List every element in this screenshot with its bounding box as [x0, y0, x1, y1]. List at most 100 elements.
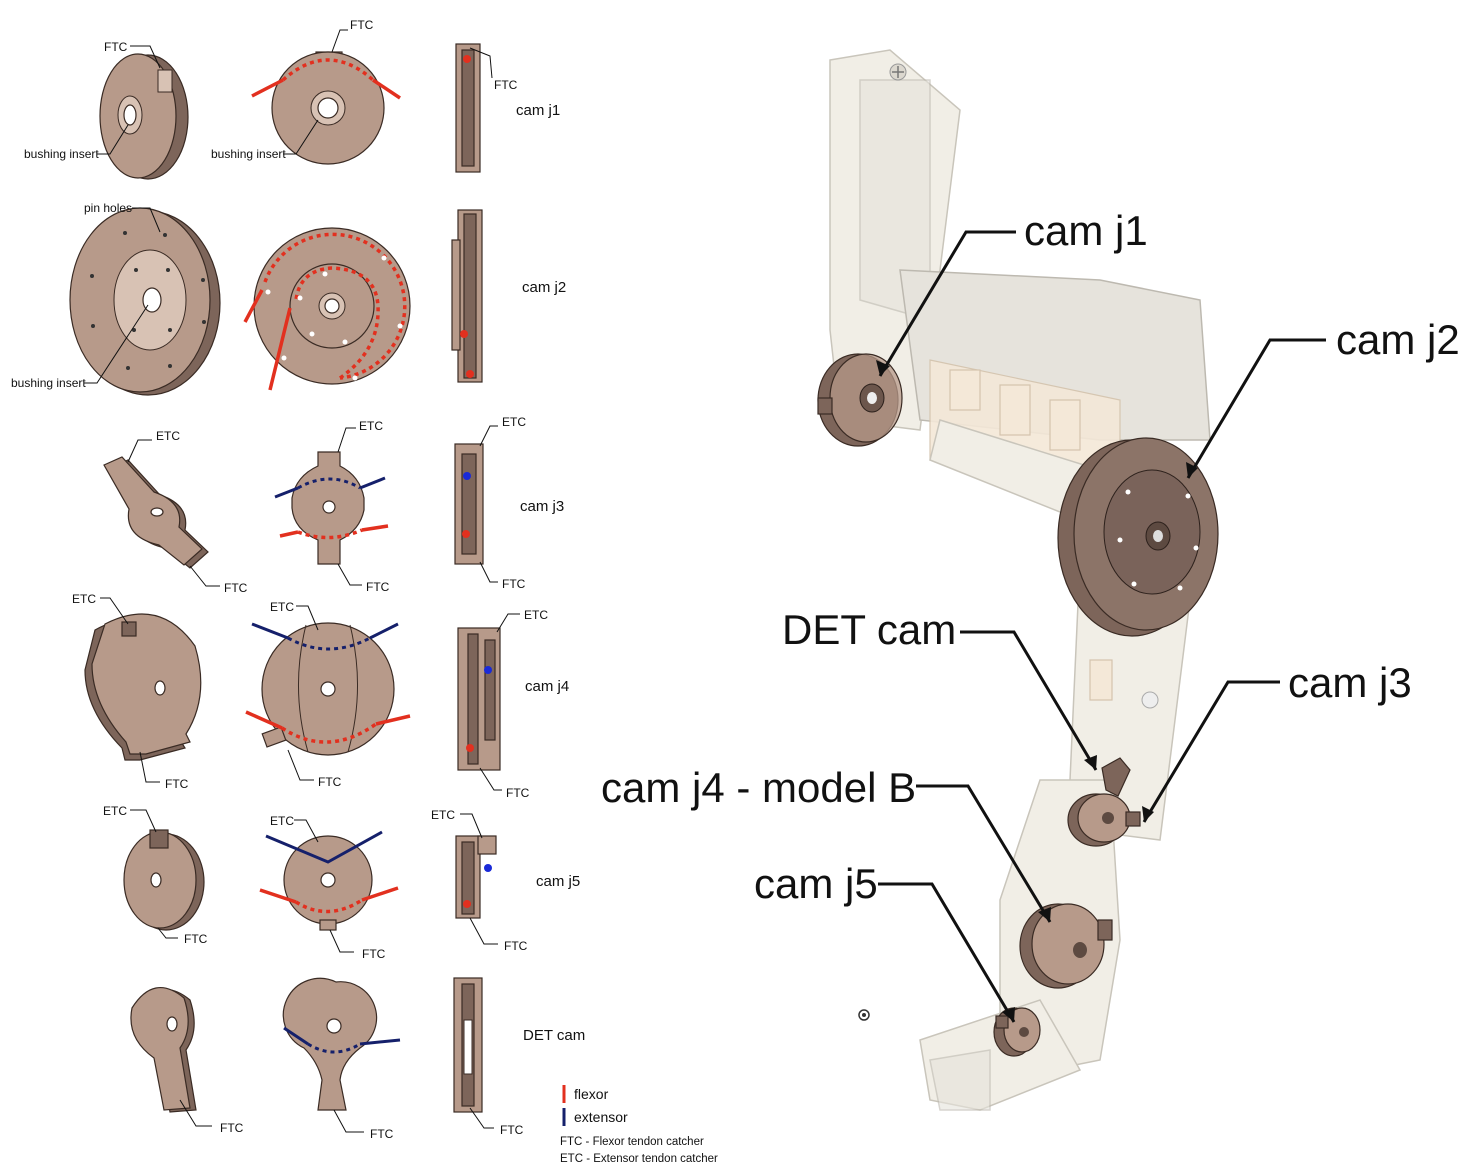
flexor-path-j2-outer	[263, 232, 407, 380]
legend: flexor extensor FTC - Flexor tendon catc…	[560, 1085, 718, 1165]
row-cam-j1: FTC bushing insert FTC bushing insert	[24, 18, 560, 180]
lead-cam-j4	[916, 784, 1052, 923]
label-ftc-det-c: FTC	[500, 1123, 524, 1137]
row-title-cam-j4: cam j4	[525, 678, 569, 695]
lead-cam-j3	[1142, 680, 1280, 823]
cam-j2-side	[451, 209, 483, 383]
lead-ftc-det-b	[333, 1109, 364, 1133]
lead-etc-j3-a	[127, 439, 152, 463]
flexor-tail-j5-left	[259, 888, 297, 904]
lead-etc-j3-b	[337, 427, 356, 453]
flexor-tail-j1-left	[251, 78, 284, 98]
cam-j4-front	[245, 622, 411, 756]
lead-ftc-det-c	[469, 1107, 494, 1129]
lead-ftc-j5-b	[329, 929, 354, 953]
row-title-det-cam: DET cam	[523, 1027, 585, 1044]
row-title-cam-j1: cam j1	[516, 102, 560, 119]
extensor-tail-j4-right	[369, 622, 399, 640]
extensor-path-j4	[287, 636, 371, 651]
legend-note-etc: ETC - Extensor tendon catcher	[560, 1153, 718, 1165]
lead-bushing-j1-a	[97, 124, 129, 155]
cam-j3-isometric	[103, 456, 209, 569]
label-ftc-j5-a: FTC	[184, 932, 208, 946]
label-etc-j4-c: ETC	[524, 608, 548, 622]
lead-ftc-j1-a	[130, 45, 161, 69]
lead-bushing-j1-b	[283, 119, 319, 155]
lead-bushing-j2	[84, 304, 149, 384]
row-cam-j4: ETC FTC ETC FTC	[72, 592, 569, 800]
label-ftc-j3-c: FTC	[502, 577, 526, 591]
det-cam-front	[282, 977, 401, 1111]
cam-j3-front	[274, 451, 389, 565]
label-ftc-j5-c: FTC	[504, 939, 528, 953]
label-det-cam: DET cam	[782, 606, 956, 653]
label-bushing-j2: bushing insert	[11, 376, 86, 390]
cam-j4-isometric	[84, 613, 202, 761]
cam-j5-front	[259, 830, 399, 931]
extensor-tail-j3-right	[359, 476, 386, 490]
lead-ftc-j5-a	[157, 927, 178, 939]
label-etc-j3-a: ETC	[156, 429, 180, 443]
label-etc-j4-b: ETC	[270, 600, 294, 614]
extensor-tail-j4-left	[251, 622, 289, 640]
lead-det-cam	[960, 630, 1098, 771]
label-etc-j3-c: ETC	[502, 415, 526, 429]
label-ftc-j1-c: FTC	[494, 78, 518, 92]
label-etc-j5-c: ETC	[431, 808, 455, 822]
row-cam-j2: pin holes bushing insert	[11, 201, 566, 396]
finger-assembly	[817, 49, 1219, 1111]
flexor-path-j3	[297, 528, 363, 540]
lead-etc-j4-a	[100, 597, 129, 625]
cam-j1-side	[455, 43, 481, 173]
label-ftc-det-a: FTC	[220, 1121, 244, 1135]
flexor-tail-j3-right	[361, 524, 389, 532]
row-title-cam-j5: cam j5	[536, 873, 580, 890]
lead-ftc-j4-c	[479, 767, 502, 791]
assembly-cam-j4	[1019, 903, 1113, 989]
extensor-path-j5	[265, 830, 383, 864]
left-panel: FTC bushing insert FTC bushing insert	[11, 18, 718, 1165]
cam-j2-front	[243, 227, 411, 391]
label-etc-j5-a: ETC	[103, 804, 127, 818]
legend-flexor-label: flexor	[574, 1086, 609, 1102]
flexor-tail-j5-right	[361, 886, 399, 902]
cam-j1-front	[251, 51, 401, 165]
lead-ftc-j4-b	[287, 749, 314, 781]
cam-j3-side	[454, 443, 484, 565]
label-ftc-j3-a: FTC	[224, 581, 248, 595]
label-cam-j3: cam j3	[1288, 659, 1412, 706]
flexor-tail-j2-b	[268, 307, 292, 391]
label-pinholes: pin holes	[84, 201, 132, 215]
extensor-tail-det-right	[359, 1038, 401, 1046]
label-cam-j1: cam j1	[1024, 207, 1148, 254]
assembly-det-cam	[1101, 757, 1131, 797]
det-cam-isometric	[130, 987, 197, 1113]
label-cam-j2: cam j2	[1336, 316, 1460, 363]
label-ftc-j1-a: FTC	[104, 40, 128, 54]
lead-ftc-det-a	[179, 1099, 212, 1127]
lead-etc-j5-b	[294, 819, 319, 843]
lead-etc-j4-c	[496, 613, 520, 633]
lead-ftc-j1-c	[469, 47, 493, 79]
label-ftc-j4-b: FTC	[318, 775, 342, 789]
right-panel: cam j1 cam j2 DET cam cam j3 cam j4 - mo…	[601, 49, 1460, 1111]
flexor-tail-j4-right	[375, 714, 411, 726]
flexor-tail-j2-a	[243, 289, 264, 323]
extensor-path-det	[307, 1042, 361, 1054]
lead-etc-j3-c	[479, 425, 498, 447]
flexor-tail-j3-left	[279, 530, 299, 538]
lead-ftc-j3-c	[479, 561, 498, 583]
lead-ftc-j5-c	[469, 917, 498, 945]
row-cam-j5: ETC FTC ETC FTC	[103, 804, 580, 961]
legend-extensor-label: extensor	[574, 1109, 628, 1125]
flexor-tail-j1-right	[372, 78, 401, 100]
legend-note-ftc: FTC - Flexor tendon catcher	[560, 1136, 704, 1148]
lead-ftc-j3-a	[189, 565, 220, 587]
lead-ftc-j4-a	[139, 751, 160, 783]
label-ftc-j4-a: FTC	[165, 777, 189, 791]
lead-etc-j4-b	[296, 605, 319, 631]
label-etc-j5-b: ETC	[270, 814, 294, 828]
flexor-path-j5	[295, 898, 363, 914]
assembly-cam-j3	[1067, 793, 1141, 847]
